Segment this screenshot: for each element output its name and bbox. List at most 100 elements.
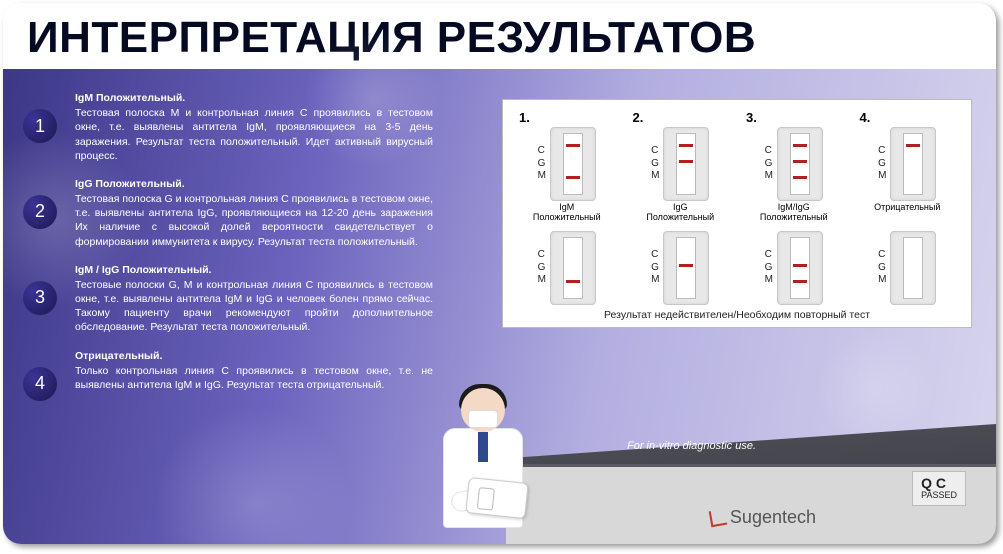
cassette-number: 2. — [627, 110, 735, 125]
strip-line-m — [906, 176, 920, 179]
item-text: Отрицательный. Только контрольная линия C… — [75, 349, 433, 393]
cassette-number: 1. — [513, 110, 621, 125]
strip-line-m — [679, 280, 693, 283]
strip-line-m — [793, 176, 807, 179]
strip-line-g — [906, 264, 920, 267]
title-bar: ИНТЕРПРЕТАЦИЯ РЕЗУЛЬТАТОВ — [3, 3, 996, 69]
item-body: Тестовая полоска M и контрольная линия C… — [75, 107, 433, 162]
cassette-icon — [890, 231, 936, 305]
cassette-column: 4. CGM Отрицательный — [854, 110, 962, 223]
interpretation-list: 1IgM Положительный.Тестовая полоска M и … — [3, 69, 443, 544]
strip-line-g — [793, 264, 807, 267]
item-body: Только контрольная линия C проявились в … — [75, 365, 433, 391]
cassette-letters: CGM — [538, 249, 546, 287]
strip-line-m — [679, 176, 693, 179]
test-strip — [903, 237, 923, 299]
cassette-icon — [777, 127, 823, 201]
strip-line-g — [679, 160, 693, 163]
infographic-card: ИНТЕРПРЕТАЦИЯ РЕЗУЛЬТАТОВ 1IgM Положител… — [3, 3, 996, 544]
strip-line-g — [793, 160, 807, 163]
cassette-wrap: CGM — [854, 231, 962, 305]
cassette-icon — [663, 231, 709, 305]
content-area: 1IgM Положительный.Тестовая полоска M и … — [3, 69, 996, 544]
item-heading: Отрицательный. — [75, 349, 433, 363]
test-strip — [790, 133, 810, 195]
box-diagnostic-text: For in-vitro diagnostic use. — [627, 440, 756, 452]
strip-line-c — [566, 248, 580, 251]
item-number: 3 — [23, 281, 57, 315]
cassette-letters: CGM — [878, 249, 886, 287]
cassette-column: 3. CGM IgM/IgGПоложительный — [740, 110, 848, 223]
strip-line-m — [906, 280, 920, 283]
qc-label: Q C — [921, 476, 957, 491]
doctor-illustration — [423, 388, 543, 544]
item-number: 2 — [23, 195, 57, 229]
cassette-letters: CGM — [765, 145, 773, 183]
cassette-caption: Отрицательный — [854, 203, 962, 213]
test-strip — [676, 237, 696, 299]
interpretation-item: 2 IgG Положительный. Тестовая полоска G и … — [23, 177, 433, 249]
strip-line-c — [793, 144, 807, 147]
test-strip — [790, 237, 810, 299]
item-heading: IgM Положительный. — [75, 91, 433, 105]
strip-line-g — [679, 264, 693, 267]
cassette-caption: IgMПоложительный — [513, 203, 621, 223]
qc-sticker: Q C PASSED — [912, 471, 966, 506]
cassette-letters: CGM — [651, 249, 659, 287]
strip-line-c — [906, 248, 920, 251]
cassette-column: 2. CGMIgGПоложительный — [627, 110, 735, 223]
cassette-caption: IgGПоложительный — [627, 203, 735, 223]
cassette-wrap: CGM — [513, 127, 621, 201]
cassette-letters: CGM — [878, 145, 886, 183]
page-title: ИНТЕРПРЕТАЦИЯ РЕЗУЛЬТАТОВ — [27, 13, 972, 63]
cassette-letters: CGM — [765, 249, 773, 287]
test-strip — [563, 133, 583, 195]
strip-line-c — [679, 248, 693, 251]
cassette-column: 1. CGM IgMПоложительный — [513, 110, 621, 223]
brand-logo-icon — [709, 508, 728, 527]
strip-line-m — [566, 280, 580, 283]
strip-line-m — [793, 280, 807, 283]
invalid-caption: Результат недействителен/Необходим повто… — [513, 309, 961, 321]
strip-line-c — [793, 248, 807, 251]
interpretation-item: 3 IgM / IgG Положительный. Тестовые полоск… — [23, 263, 433, 335]
interpretation-item: 1IgM Положительный.Тестовая полоска M и … — [23, 91, 433, 163]
cassette-number: 4. — [854, 110, 962, 125]
strip-line-g — [906, 160, 920, 163]
strip-line-c — [679, 144, 693, 147]
cassette-column: CGM — [627, 231, 735, 305]
cassette-column: CGM — [740, 231, 848, 305]
cassette-column: CGM — [854, 231, 962, 305]
item-body: Тестовая полоска G и контрольная линия C… — [75, 193, 433, 248]
cassette-panel: 1.CGMIgMПоложительный2.CGMIgGПоложительн… — [502, 99, 972, 328]
strip-line-m — [566, 176, 580, 179]
strip-line-c — [566, 144, 580, 147]
cassette-bottom-row: CGM CGM CGM CGM — [513, 231, 961, 305]
cassette-wrap: CGM — [627, 127, 735, 201]
qc-passed: PASSED — [921, 491, 957, 501]
strip-line-g — [566, 264, 580, 267]
strip-line-g — [566, 160, 580, 163]
item-text: IgG Положительный. Тестовая полоска G и к… — [75, 177, 433, 249]
cassette-wrap: CGM — [627, 231, 735, 305]
cassette-caption: IgM/IgGПоложительный — [740, 203, 848, 223]
item-number: 4 — [23, 367, 57, 401]
brand-name: Sugentech — [730, 507, 816, 528]
cassette-number: 3. — [740, 110, 848, 125]
cassette-icon — [890, 127, 936, 201]
item-heading: IgM / IgG Положительный. — [75, 263, 433, 277]
cassette-wrap: CGM — [854, 127, 962, 201]
cassette-icon — [663, 127, 709, 201]
test-strip — [676, 133, 696, 195]
cassette-wrap: CGM — [740, 127, 848, 201]
brand: Sugentech — [710, 507, 816, 528]
interpretation-item: 4 Отрицательный. Только контрольная линия … — [23, 349, 433, 401]
test-strip — [903, 133, 923, 195]
cassette-letters: CGM — [538, 145, 546, 183]
cassette-panel-wrap: 1.CGMIgMПоложительный2.CGMIgGПоложительн… — [502, 99, 972, 328]
item-body: Тестовые полоски G, M и контрольная лини… — [75, 279, 433, 334]
item-text: IgM Положительный. Тестовая полоска M и к… — [75, 91, 433, 163]
strip-line-c — [906, 144, 920, 147]
test-strip — [563, 237, 583, 299]
item-heading: IgG Положительный. — [75, 177, 433, 191]
